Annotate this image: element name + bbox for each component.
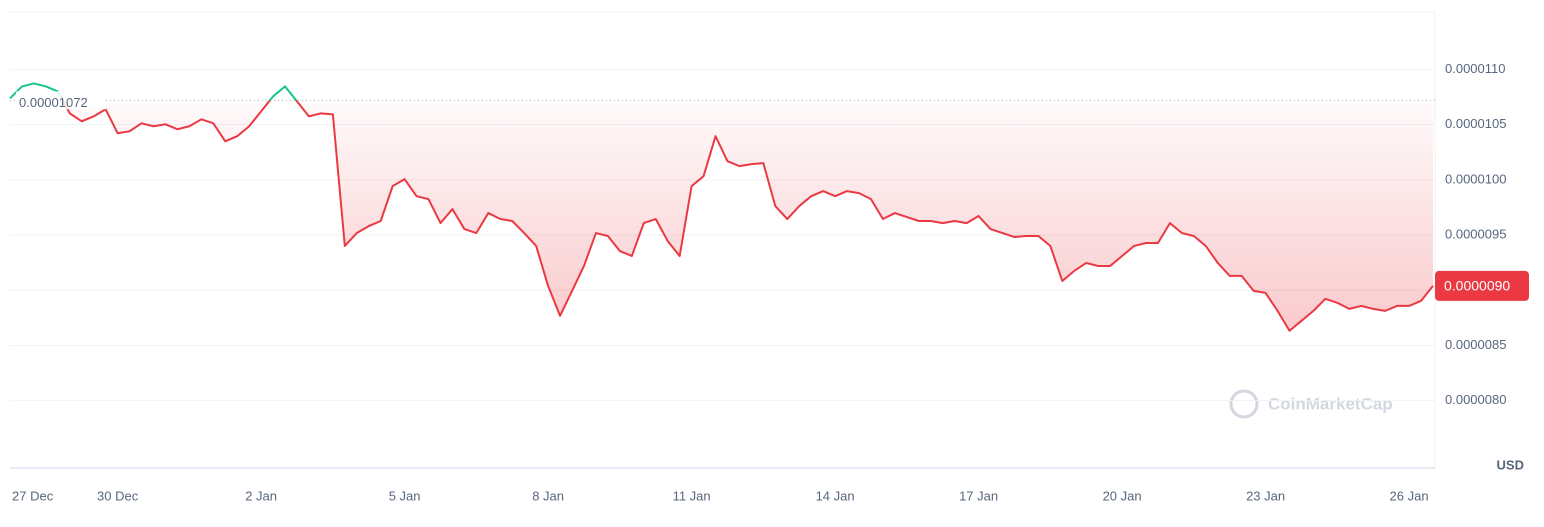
x-tick-label: 2 Jan [245, 488, 277, 503]
reference-label-bg [16, 91, 106, 110]
watermark-text: CoinMarketCap [1268, 394, 1393, 413]
last-price-box [1435, 270, 1529, 301]
y-tick-label: 0.0000085 [1445, 337, 1506, 352]
x-tick-label: 14 Jan [816, 488, 855, 503]
x-tick-label: 8 Jan [532, 488, 564, 503]
reference-label: 0.00001072 [19, 95, 88, 110]
last-price-label: 0.0000090 [1444, 278, 1510, 294]
x-tick-label: 30 Dec [97, 488, 139, 503]
x-tick-label: 23 Jan [1246, 488, 1285, 503]
y-tick-label: 0.0000110 [1445, 61, 1506, 76]
y-tick-label: 0.0000080 [1445, 392, 1506, 407]
x-tick-label: 20 Jan [1103, 488, 1142, 503]
x-tick-label: 5 Jan [389, 488, 421, 503]
y-tick-label: 0.0000095 [1445, 226, 1506, 241]
y-tick-label: 0.0000100 [1445, 171, 1506, 186]
price-area [62, 100, 1433, 331]
x-tick-label: 26 Jan [1390, 488, 1429, 503]
y-tick-label: 0.0000105 [1445, 116, 1506, 131]
watermark: CoinMarketCap [1229, 389, 1393, 419]
price-line [9, 82, 1434, 332]
currency-label: USD [1497, 457, 1524, 472]
x-tick-label: 27 Dec [12, 488, 54, 503]
watermark-icon [1229, 389, 1259, 419]
x-tick-label: 11 Jan [673, 488, 711, 503]
x-tick-label: 17 Jan [959, 488, 998, 503]
